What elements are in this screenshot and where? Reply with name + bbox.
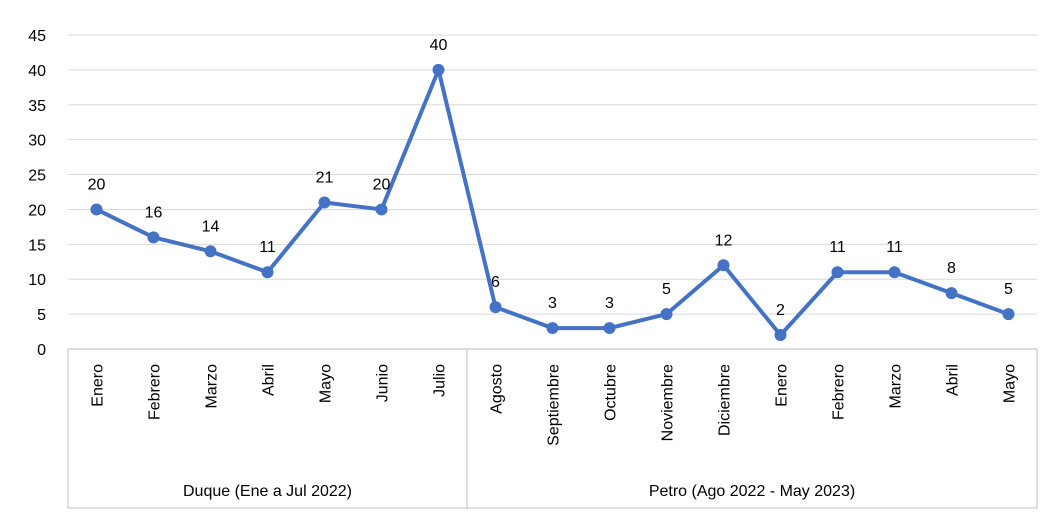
data-label: 11 — [259, 239, 276, 256]
data-label: 8 — [947, 260, 956, 277]
category-label: Septiembre — [546, 364, 563, 446]
y-tick-label: 40 — [28, 63, 46, 80]
data-label: 11 — [829, 239, 846, 256]
y-tick-label: 15 — [28, 237, 46, 254]
category-label: Noviembre — [660, 364, 677, 441]
data-label: 2 — [776, 302, 785, 319]
y-tick-label: 0 — [37, 342, 46, 359]
category-label: Marzo — [888, 364, 905, 409]
data-point — [774, 329, 787, 342]
y-axis-ticks: 0 5 10 15 20 25 30 35 40 45 — [28, 28, 46, 359]
data-points — [90, 63, 1015, 342]
data-label: 16 — [145, 204, 163, 221]
category-label: Febrero — [147, 364, 164, 420]
data-label: 3 — [548, 295, 557, 312]
data-point — [603, 322, 616, 335]
data-point — [147, 231, 160, 244]
data-point — [660, 308, 673, 321]
category-labels: Enero Febrero Marzo Abril Mayo Junio Julio Agos… — [90, 364, 1019, 446]
data-point — [318, 196, 331, 209]
category-label: Julio — [432, 364, 449, 397]
data-point — [375, 203, 388, 216]
data-labels: 20 16 14 11 21 20 40 6 3 3 5 12 2 11 11 8 5 — [88, 37, 1013, 319]
group-label: Petro (Ago 2022 - May 2023) — [649, 483, 855, 500]
y-tick-label: 45 — [28, 28, 46, 45]
category-label: Junio — [375, 364, 392, 402]
data-label: 6 — [491, 274, 500, 291]
data-point — [261, 266, 274, 279]
data-point — [888, 266, 901, 279]
category-label: Abril — [945, 364, 962, 396]
data-label: 5 — [662, 281, 671, 298]
data-label: 20 — [88, 176, 106, 193]
category-label: Diciembre — [717, 364, 734, 436]
y-tick-label: 10 — [28, 272, 46, 289]
category-label: Enero — [90, 364, 107, 407]
y-tick-label: 35 — [28, 98, 46, 115]
data-label: 11 — [886, 239, 903, 256]
data-label: 5 — [1004, 281, 1013, 298]
category-label: Abril — [261, 364, 278, 396]
group-labels: Duque (Ene a Jul 2022) Petro (Ago 2022 - … — [183, 483, 855, 500]
data-label: 21 — [316, 169, 334, 186]
data-point — [432, 63, 445, 76]
x-axis — [67, 348, 1038, 509]
data-label: 14 — [202, 218, 220, 235]
category-label: Octubre — [603, 364, 620, 421]
y-tick-label: 5 — [37, 307, 46, 324]
data-label: 40 — [430, 37, 448, 54]
data-point — [1002, 308, 1015, 321]
data-point — [945, 287, 958, 300]
category-label: Mayo — [318, 364, 335, 403]
y-tick-label: 30 — [28, 133, 46, 150]
data-label: 3 — [605, 295, 614, 312]
category-label: Febrero — [831, 364, 848, 420]
category-label: Mayo — [1002, 364, 1019, 403]
y-tick-label: 25 — [28, 168, 46, 185]
category-label: Enero — [774, 364, 791, 407]
data-label: 20 — [373, 176, 391, 193]
data-point — [717, 259, 730, 272]
group-label: Duque (Ene a Jul 2022) — [183, 483, 352, 500]
data-point — [546, 322, 559, 335]
data-point — [831, 266, 844, 279]
y-tick-label: 20 — [28, 202, 46, 219]
data-label: 12 — [715, 232, 733, 249]
gridlines — [68, 34, 1037, 315]
data-point — [90, 203, 103, 216]
data-point — [204, 245, 217, 258]
data-point — [489, 301, 502, 314]
category-label: Marzo — [204, 364, 221, 409]
category-label: Agosto — [489, 364, 506, 414]
